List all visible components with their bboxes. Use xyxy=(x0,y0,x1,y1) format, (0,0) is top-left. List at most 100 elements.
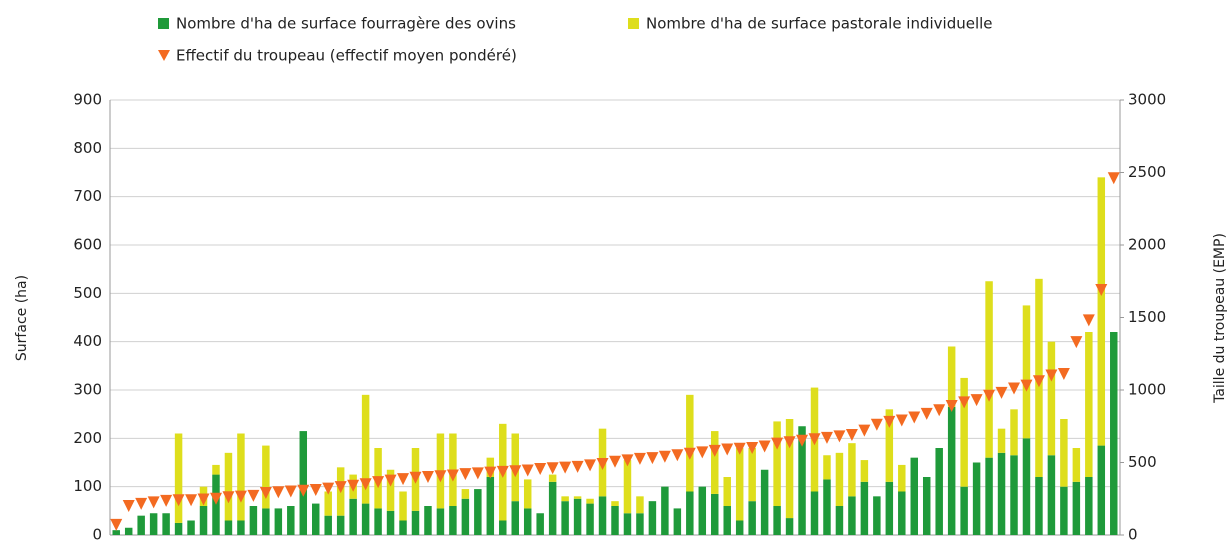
bar xyxy=(810,491,819,535)
bar xyxy=(623,513,632,535)
bar xyxy=(785,518,794,535)
bar xyxy=(149,513,158,535)
bar xyxy=(386,469,395,511)
bar xyxy=(1047,455,1056,535)
bar xyxy=(586,498,594,504)
marker xyxy=(721,443,734,456)
bar xyxy=(523,479,532,509)
legend-label: Effectif du troupeau (effectif moyen pon… xyxy=(176,47,517,65)
bar xyxy=(561,496,569,502)
bar xyxy=(1060,486,1068,535)
bar xyxy=(773,421,781,506)
bar xyxy=(860,481,869,535)
legend-swatch xyxy=(628,18,639,29)
marker xyxy=(609,455,621,468)
bar xyxy=(112,530,120,535)
marker xyxy=(633,452,646,465)
bar xyxy=(436,508,445,535)
bar xyxy=(748,501,756,535)
y2-tick-label: 1500 xyxy=(1128,308,1166,326)
bar xyxy=(349,498,357,535)
bar xyxy=(162,513,170,535)
marker xyxy=(459,468,472,481)
bar xyxy=(249,506,258,535)
bar xyxy=(237,433,245,521)
bar xyxy=(910,457,918,535)
marker xyxy=(247,489,260,502)
bar xyxy=(548,481,557,535)
bar xyxy=(723,506,731,535)
bar xyxy=(1097,177,1106,446)
marker xyxy=(471,467,484,480)
y-tick-label: 600 xyxy=(73,236,102,254)
bar xyxy=(636,513,644,535)
bar xyxy=(573,498,582,535)
bar xyxy=(972,462,981,535)
marker xyxy=(933,404,946,417)
legend-label: Nombre d'ha de surface fourragère des ov… xyxy=(176,15,516,33)
bar xyxy=(947,406,956,535)
bar xyxy=(611,501,619,506)
bar xyxy=(898,464,906,492)
bar xyxy=(262,445,270,509)
y-tick-label: 100 xyxy=(73,477,102,495)
marker xyxy=(1020,379,1033,392)
bar xyxy=(848,496,856,535)
marker xyxy=(646,452,659,465)
marker xyxy=(1107,172,1120,185)
marker xyxy=(995,386,1008,399)
marker xyxy=(596,457,609,470)
marker xyxy=(796,434,809,447)
marker xyxy=(1008,382,1021,395)
bar xyxy=(673,508,682,535)
marker xyxy=(122,500,135,512)
bar xyxy=(461,489,470,499)
marker xyxy=(970,394,983,407)
bar xyxy=(212,464,220,475)
bar xyxy=(262,508,270,535)
marker xyxy=(322,482,335,495)
bar xyxy=(735,520,744,535)
marker xyxy=(584,459,597,472)
bar xyxy=(960,377,968,487)
bar xyxy=(474,489,482,535)
bar xyxy=(1060,419,1068,487)
bar xyxy=(573,496,582,499)
marker xyxy=(671,449,684,462)
legend-marker xyxy=(158,50,170,61)
bar xyxy=(648,501,657,535)
marker xyxy=(1045,369,1058,382)
bar xyxy=(611,506,619,535)
bar xyxy=(823,479,831,535)
marker xyxy=(571,460,584,473)
bar xyxy=(224,452,233,521)
bar xyxy=(137,515,145,535)
marker xyxy=(895,414,908,427)
y2-tick-label: 2000 xyxy=(1128,236,1166,254)
y2-tick-label: 3000 xyxy=(1128,91,1166,109)
bar xyxy=(424,506,432,535)
y-tick-label: 500 xyxy=(73,284,102,302)
bar xyxy=(760,469,769,535)
bar xyxy=(711,493,719,535)
marker xyxy=(347,479,360,492)
marker xyxy=(309,484,322,497)
marker xyxy=(259,486,272,499)
marker xyxy=(172,494,185,507)
bar xyxy=(361,503,370,535)
marker xyxy=(683,447,696,460)
bar xyxy=(324,491,332,516)
marker xyxy=(384,474,397,487)
bar xyxy=(1085,477,1093,535)
bar xyxy=(835,506,844,535)
bar xyxy=(1072,481,1081,535)
marker xyxy=(621,454,634,467)
bar xyxy=(785,419,794,519)
marker xyxy=(372,476,385,489)
bar xyxy=(1085,332,1093,477)
bar xyxy=(1072,448,1081,482)
bar xyxy=(686,491,694,535)
bar xyxy=(860,460,869,482)
marker xyxy=(546,462,559,475)
y-tick-label: 900 xyxy=(73,91,102,109)
